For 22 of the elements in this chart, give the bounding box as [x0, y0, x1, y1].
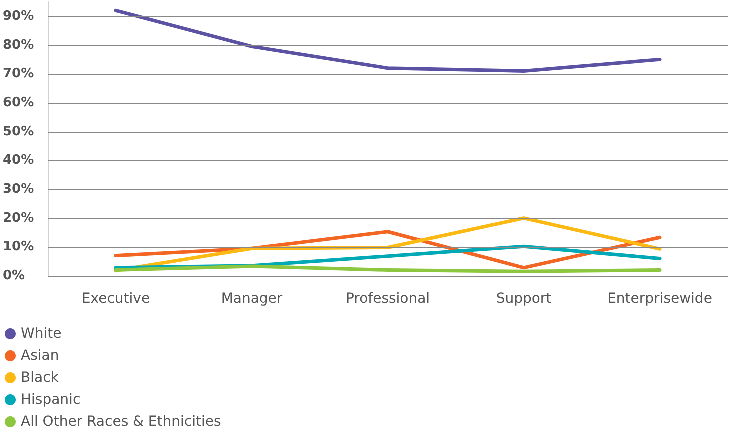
legend-label: Asian	[21, 348, 60, 364]
x-tick-label: Manager	[221, 291, 283, 307]
y-tick-label: 0%	[3, 268, 26, 284]
x-tick-label: Support	[496, 291, 552, 307]
y-tick-label: 80%	[3, 38, 34, 53]
y-tick-label: 40%	[3, 153, 34, 168]
x-tick-label: Enterprisewide	[608, 291, 712, 307]
x-tick-label: Professional	[346, 291, 430, 307]
legend-label: Black	[21, 370, 60, 386]
y-tick-label: 10%	[3, 240, 34, 255]
legend-label: Hispanic	[21, 392, 81, 408]
y-tick-label: 70%	[3, 66, 34, 82]
legend-label: All Other Races & Ethnicities	[21, 414, 222, 430]
line-series	[114, 8, 662, 73]
y-tick-label: 30%	[3, 182, 34, 197]
legend-label: White	[21, 326, 62, 342]
line-series	[114, 216, 662, 273]
y-tick-label: 50%	[3, 124, 34, 140]
y-tick-label: 90%	[3, 8, 34, 24]
x-tick-label: Executive	[82, 291, 150, 307]
y-tick-label: 60%	[3, 95, 34, 110]
y-tick-label: 20%	[3, 210, 34, 226]
